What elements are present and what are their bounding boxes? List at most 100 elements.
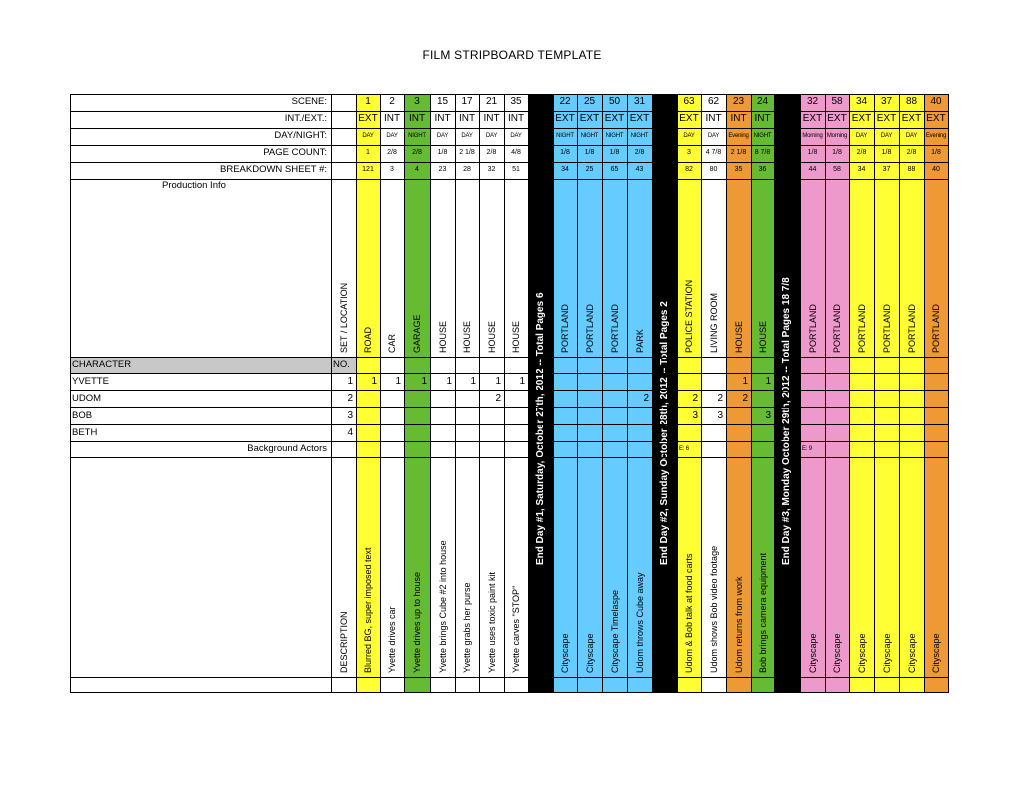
- strip-35[interactable]: [504, 94, 528, 692]
- background-actors-cell: [504, 441, 528, 457]
- page-count: 2 1/8: [730, 149, 747, 156]
- set-location: ROAD: [363, 326, 373, 353]
- page-count: 8 7/8: [754, 149, 771, 156]
- strip-25[interactable]: [577, 94, 602, 692]
- set-location: PORTLAND: [882, 304, 892, 353]
- cast-cell: [701, 374, 723, 390]
- cast-cell: [602, 408, 624, 424]
- breakdown-sheet: 34: [561, 166, 569, 173]
- strip-17[interactable]: [455, 94, 479, 692]
- set-location: HOUSE: [734, 320, 744, 353]
- background-actors-cell: [627, 441, 652, 457]
- strip-62[interactable]: [701, 94, 726, 692]
- cast-cell: [430, 391, 452, 407]
- page-count: 1/8: [931, 149, 941, 156]
- label-page-count: PAGE COUNT:: [263, 147, 327, 158]
- background-actors-cell: [430, 441, 455, 457]
- strip-3[interactable]: [404, 94, 430, 692]
- cast-cell: 2: [692, 393, 698, 404]
- strip-21[interactable]: [479, 94, 504, 692]
- cast-cell: [677, 374, 698, 390]
- cast-cell: [800, 374, 822, 390]
- cast-cell: [899, 391, 921, 407]
- set-location: GARAGE: [412, 314, 422, 353]
- page-count: 2/8: [412, 149, 422, 156]
- grid-row: [70, 357, 948, 358]
- day-break-label: End Day #1, Saturday, October 27th, 2012…: [535, 292, 546, 566]
- strip-23[interactable]: [726, 94, 751, 692]
- strip-40[interactable]: [924, 94, 948, 692]
- scene-number: 21: [485, 96, 498, 107]
- character-header-band: [70, 357, 331, 373]
- day-night: Evening: [728, 133, 749, 139]
- page-count: 2/8: [906, 149, 917, 156]
- character-name: UDOM: [72, 393, 102, 404]
- int-ext: INT: [754, 113, 771, 124]
- strip-31[interactable]: [627, 94, 652, 692]
- cast-cell: [627, 408, 649, 424]
- set-location: PORTLAND: [832, 304, 842, 353]
- character-name: YVETTE: [72, 376, 109, 387]
- strip-50[interactable]: [602, 94, 627, 692]
- cast-cell: [874, 391, 896, 407]
- strip-1[interactable]: [356, 94, 380, 692]
- strip-2[interactable]: [380, 94, 404, 692]
- breakdown-sheet: 28: [463, 166, 471, 173]
- strip-63[interactable]: [677, 94, 701, 692]
- day-night: NIGHT: [556, 133, 574, 139]
- scene-number: 40: [930, 96, 942, 107]
- strip-22[interactable]: [553, 94, 577, 692]
- background-actors-cell: [924, 441, 948, 457]
- grid-row: [70, 162, 948, 163]
- strip-34[interactable]: [849, 94, 874, 692]
- background-actors-cell: [577, 441, 602, 457]
- strip-32[interactable]: [800, 94, 825, 692]
- breakdown-sheet: 4: [415, 166, 419, 173]
- scene-description: Cityscape: [907, 633, 917, 673]
- strip-24[interactable]: [751, 94, 774, 692]
- strip-58[interactable]: [825, 94, 849, 692]
- day-night: DAY: [485, 133, 498, 139]
- cast-cell: [701, 425, 723, 441]
- character-name: BETH: [72, 427, 98, 438]
- background-actors-cell: [602, 441, 627, 457]
- grid-col: [774, 94, 775, 692]
- scene-description: Yvette grabs her purse: [462, 582, 472, 673]
- day-night: DAY: [905, 133, 918, 139]
- strip-37[interactable]: [874, 94, 899, 692]
- cast-cell: 1: [519, 376, 525, 387]
- cast-cell: 1: [371, 376, 377, 387]
- strip-88[interactable]: [899, 94, 924, 692]
- label-scene: SCENE:: [291, 96, 327, 107]
- cast-cell: [751, 391, 771, 407]
- page-count: 3: [687, 149, 691, 156]
- page-count: 2/8: [486, 149, 497, 156]
- scene-description: Cityscape: [808, 633, 818, 673]
- day-night: Morning: [826, 133, 848, 139]
- scene-description: Cityscape: [560, 633, 570, 673]
- grid-col: [430, 94, 431, 692]
- character-name: BOB: [72, 410, 93, 421]
- cast-cell: [800, 408, 822, 424]
- grid-row: [70, 407, 948, 408]
- background-actors-cell: E: 9: [802, 446, 812, 452]
- background-actors-cell: [701, 441, 726, 457]
- page-count: 1/8: [881, 149, 892, 156]
- int-ext: INT: [483, 113, 500, 124]
- cast-cell: [404, 391, 427, 407]
- label-breakdown: BREAKDOWN SHEET #:: [220, 164, 327, 175]
- cast-cell: [577, 374, 599, 390]
- day-night: DAY: [707, 133, 720, 139]
- breakdown-sheet: 88: [907, 166, 916, 173]
- grid-col: [455, 94, 456, 692]
- scene-description: Yvette drives up to house: [412, 571, 422, 673]
- day-night: Morning: [802, 133, 823, 139]
- cast-cell: [602, 391, 624, 407]
- scene-number: 62: [707, 96, 720, 107]
- grid-left: [70, 94, 71, 692]
- strip-15[interactable]: [430, 94, 455, 692]
- cast-cell: [800, 425, 822, 441]
- grid-col: [874, 94, 875, 692]
- background-actors-cell: [356, 441, 380, 457]
- cast-cell: [577, 391, 599, 407]
